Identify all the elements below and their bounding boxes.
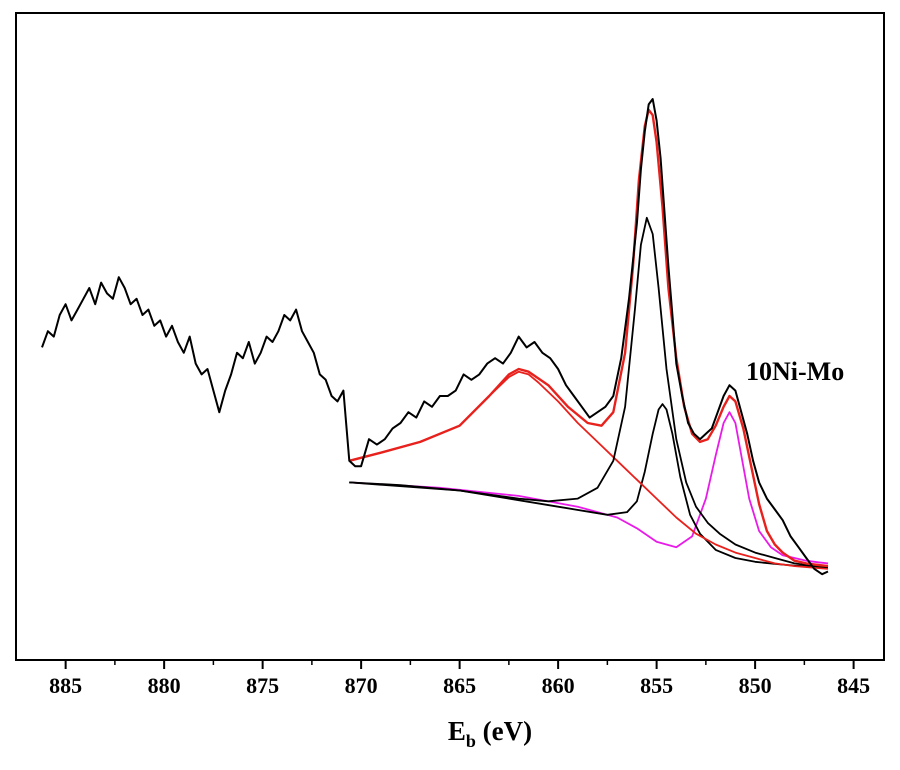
x-tick-label-885: 885 [49,673,82,698]
series-component-855.5 [349,216,829,569]
x-axis-title: Eb (eV) [448,716,532,751]
series-measured [41,98,829,576]
x-tick-label-875: 875 [246,673,279,698]
x-axis-title-unit: (eV) [476,716,532,746]
x-tick-label-865: 865 [443,673,476,698]
x-axis-ticks: 885 880 875 870 865 860 855 850 845 [49,660,870,698]
x-tick-label-850: 850 [739,673,772,698]
curve-layer [41,98,829,576]
x-axis-title-sub: b [466,731,476,751]
x-tick-label-845: 845 [837,673,870,698]
series-component-854.7 [349,403,829,569]
x-axis-title-main: E [448,716,466,746]
annotation-label: 10Ni-Mo [746,357,844,386]
x-tick-label-855: 855 [640,673,673,698]
x-tick-label-860: 860 [542,673,575,698]
x-tick-label-870: 870 [345,673,378,698]
x-tick-label-880: 880 [148,673,181,698]
plot-frame [15,12,885,661]
series-envelope-fit [349,108,829,568]
